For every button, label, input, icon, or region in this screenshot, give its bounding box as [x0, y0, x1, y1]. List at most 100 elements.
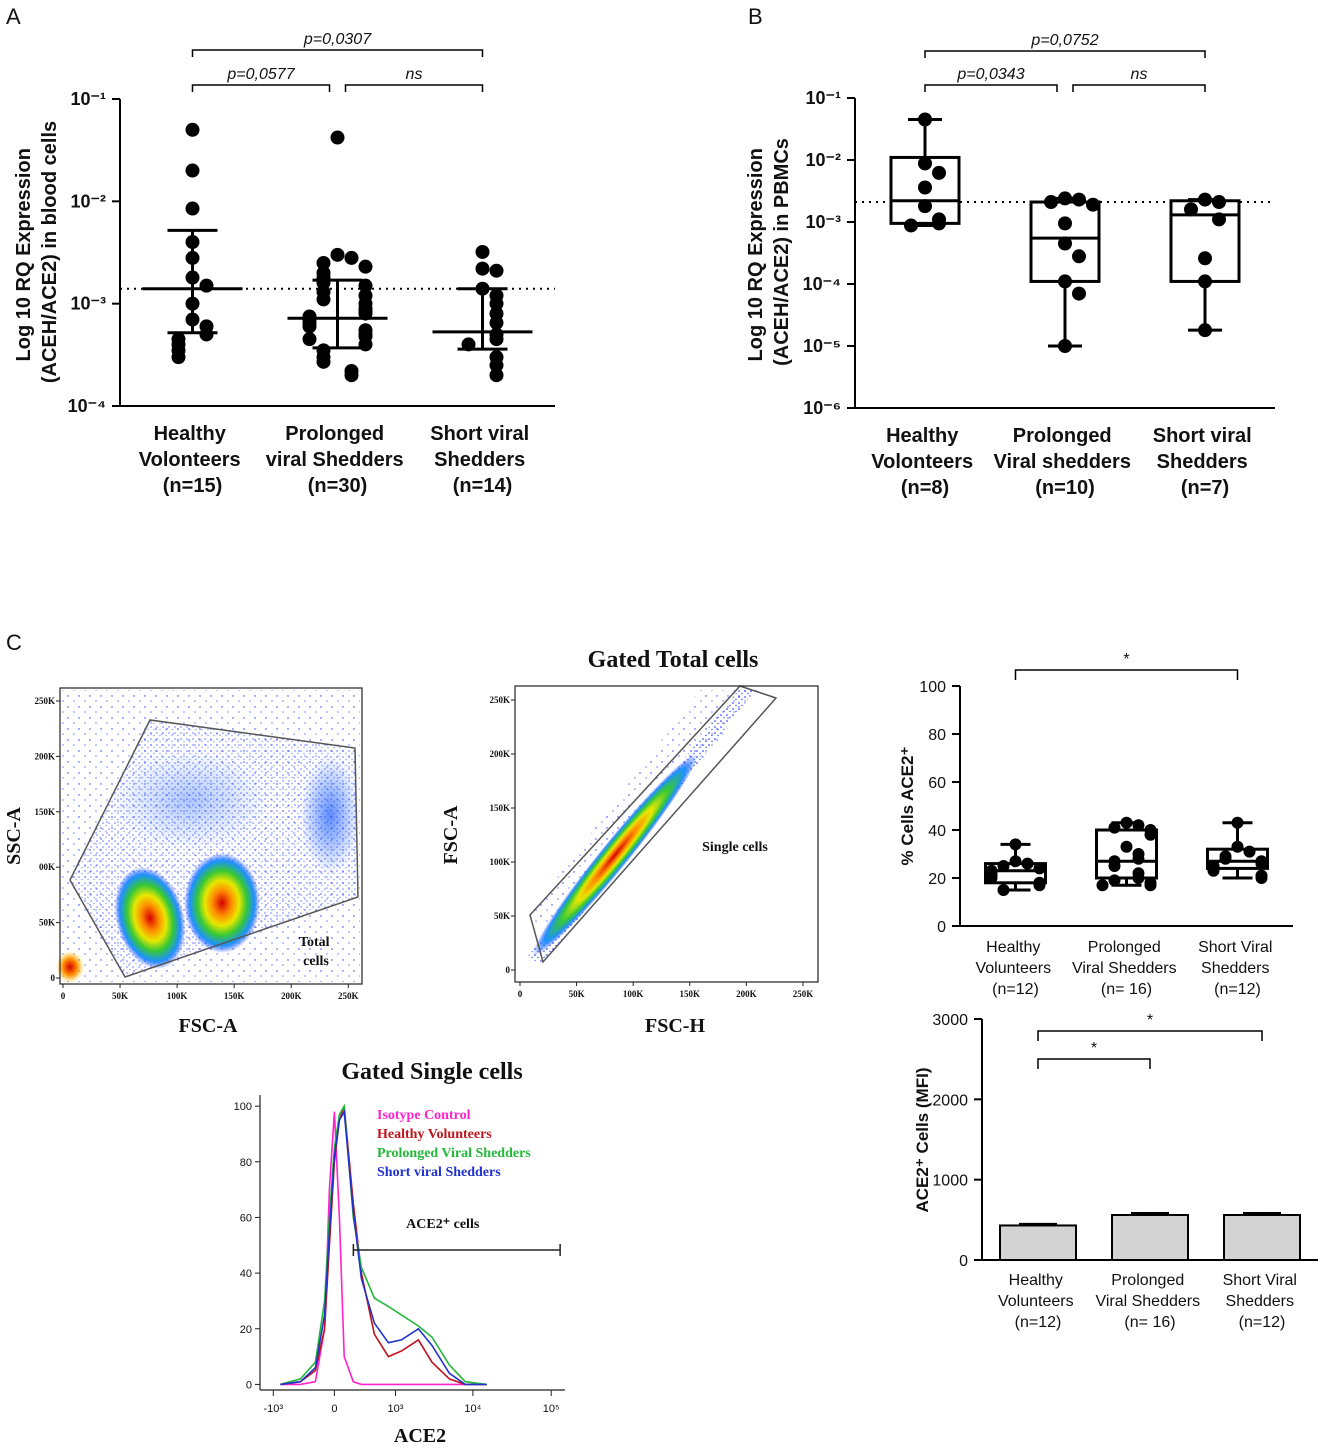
- y-tick-label: 50K: [494, 911, 510, 921]
- data-point: [1231, 840, 1244, 853]
- chart-title: Gated Total cells: [588, 647, 759, 673]
- data-point: [1058, 191, 1072, 206]
- chart-density: 0 50K 100K 150K 200K 250K 0 50K 00K 150K 200K 250K F…: [3, 630, 363, 1037]
- y-tick-label: 100: [234, 1101, 252, 1113]
- significance-label: p=0,0577: [226, 66, 295, 83]
- y-tick-label: 0: [246, 1379, 252, 1391]
- data-point: [316, 354, 331, 369]
- y-tick-label: 80: [240, 1157, 252, 1169]
- data-point: [475, 244, 490, 259]
- data-point: [1072, 249, 1086, 264]
- y-tick-label: 250K: [489, 695, 510, 705]
- data-point: [1108, 860, 1121, 872]
- data-point: [918, 112, 932, 127]
- data-point: [344, 368, 359, 383]
- x-tick-label: Short Viral Shedders (n=12): [1223, 1272, 1302, 1331]
- data-point: [358, 259, 373, 274]
- y-tick-label: 200K: [34, 751, 55, 761]
- data-point: [199, 327, 214, 342]
- y-tick-label: 0: [959, 1253, 968, 1270]
- y-tick-label: 40: [240, 1268, 252, 1280]
- x-tick-label: 0: [61, 991, 66, 1001]
- significance-label: p=0,0752: [1030, 32, 1098, 49]
- significance-label: *: [1091, 1040, 1097, 1057]
- data-point: [1198, 323, 1212, 338]
- x-tick-label: 100K: [167, 991, 188, 1001]
- significance-bracket: [1037, 1030, 1263, 1041]
- y-tick-label: 00K: [39, 862, 55, 872]
- x-tick-label: 250K: [338, 991, 359, 1001]
- panel-letter: A: [6, 4, 21, 29]
- data-point: [1058, 216, 1072, 231]
- data-point: [316, 255, 331, 270]
- x-tick-label: 150K: [224, 991, 245, 1001]
- chart-density: 0 50K 100K 150K 200K 250K 0 50K 100K 150K 200K 250K…: [440, 647, 819, 1037]
- y-tick-label: 150K: [34, 807, 55, 817]
- legend-entry: Prolonged Viral Shedders: [377, 1146, 531, 1161]
- x-tick-label: 0: [518, 989, 523, 999]
- data-point: [1212, 212, 1226, 227]
- y-axis-label: Log 10 RQ Expression (ACEH/ACE2) in PBMC…: [745, 138, 793, 366]
- data-point: [918, 199, 932, 214]
- x-tick-label: Healthy Volunteers (n=12): [998, 1272, 1078, 1331]
- significance-bracket: [924, 50, 1206, 58]
- significance-bracket: [924, 84, 1058, 92]
- x-tick-label: Short viral Shedders (n=7): [1153, 425, 1257, 499]
- x-tick-label: Short Viral Shedders (n=12): [1198, 939, 1277, 998]
- gate-label: Single cells: [702, 840, 768, 855]
- data-point: [1132, 872, 1145, 884]
- data-point: [316, 292, 331, 307]
- flow-cloud-total: [56, 690, 360, 983]
- x-tick-label: 50K: [569, 989, 585, 999]
- data-point: [171, 350, 186, 365]
- x-axis-label: FSC-A: [179, 1015, 238, 1037]
- legend-entry: Short viral Shedders: [377, 1165, 501, 1180]
- y-tick-label: 150K: [489, 803, 510, 813]
- data-point: [904, 218, 918, 233]
- significance-bracket: [191, 84, 331, 92]
- panel-letter: B: [748, 4, 763, 29]
- y-tick-label: 0: [937, 919, 946, 936]
- data-point: [1255, 857, 1268, 870]
- significance-label: ns: [1131, 66, 1148, 83]
- y-tick-label: 20: [240, 1324, 252, 1336]
- y-tick-label: 50K: [39, 918, 55, 928]
- data-point: [489, 263, 504, 278]
- data-point: [1184, 202, 1198, 217]
- x-tick-label: Prolonged Viral shedders (n=10): [993, 425, 1136, 499]
- data-point: [1086, 197, 1100, 212]
- data-point: [997, 860, 1010, 872]
- histogram-line: [280, 1109, 487, 1386]
- x-tick-label: Short viral Shedders (n=14): [430, 423, 534, 497]
- data-point: [1144, 828, 1157, 841]
- data-point: [1120, 816, 1133, 829]
- x-tick-label: 100K: [623, 989, 644, 999]
- data-point: [185, 163, 200, 178]
- data-point: [489, 296, 504, 311]
- panel-letter: C: [6, 630, 22, 655]
- x-tick-label: Healthy Volonteers (n=8): [871, 425, 978, 499]
- x-tick-label: 50K: [112, 991, 128, 1001]
- y-tick-label: 0: [506, 965, 511, 975]
- data-point: [985, 872, 998, 884]
- legend-entry: Healthy Volunteers: [377, 1127, 492, 1142]
- y-tick-label: 2000: [932, 1092, 968, 1109]
- bar: [1223, 1214, 1301, 1261]
- y-axis-label: SSC-A: [3, 807, 25, 865]
- chart-line: -10³ 0 10³ 10⁴ 10⁵ 0 20 40 60 80 100 Isotype Contro…: [234, 1059, 565, 1447]
- data-point: [475, 261, 490, 276]
- bar: [1111, 1214, 1189, 1261]
- x-axis-label: FSC-H: [645, 1015, 705, 1037]
- data-point: [1231, 816, 1244, 829]
- significance-bracket: [1072, 84, 1206, 92]
- gate-label: ACE2⁺ cells: [406, 1217, 480, 1232]
- x-tick-label: 0: [331, 1403, 337, 1415]
- significance-label: p=0,0307: [303, 31, 372, 48]
- data-point: [489, 368, 504, 383]
- data-point: [344, 250, 359, 265]
- data-point: [1212, 195, 1226, 210]
- y-tick-label: 10⁻⁵: [803, 336, 841, 356]
- bar: [999, 1224, 1077, 1261]
- y-tick-label: 40: [928, 823, 946, 840]
